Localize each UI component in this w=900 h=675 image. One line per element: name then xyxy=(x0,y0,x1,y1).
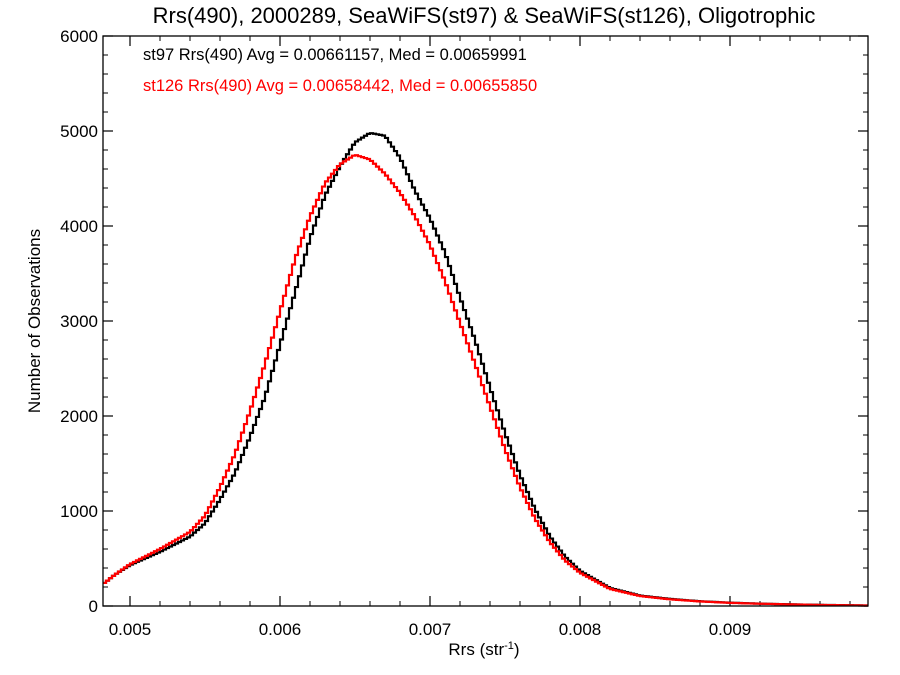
series-st126-histogram xyxy=(103,154,868,607)
x-tick-label: 0.009 xyxy=(709,620,752,639)
y-axis-label: Number of Observations xyxy=(25,229,44,413)
y-tick-label: 0 xyxy=(89,597,98,616)
series-layer xyxy=(103,132,868,607)
axis-ticks: 0 1000 2000 3000 4000 5000 6000 0.005 0.006 0.007… xyxy=(60,27,868,639)
y-tick-label: 4000 xyxy=(60,217,98,236)
y-tick-label: 1000 xyxy=(60,502,98,521)
x-axis-label-superscript: -1 xyxy=(504,640,514,652)
x-tick-label: 0.006 xyxy=(259,620,302,639)
x-axis-label-main: Rrs (str xyxy=(448,640,504,659)
legend-st97: st97 Rrs(490) Avg = 0.00661157, Med = 0.… xyxy=(143,46,527,64)
x-axis-label-close: ) xyxy=(514,640,520,659)
x-tick-label: 0.007 xyxy=(409,620,452,639)
y-tick-label: 6000 xyxy=(60,27,98,46)
x-axis-label: Rrs (str-1) xyxy=(448,640,519,659)
x-tick-label: 0.005 xyxy=(109,620,152,639)
y-tick-label: 5000 xyxy=(60,122,98,141)
plot-frame xyxy=(102,35,869,607)
chart-title: Rrs(490), 2000289, SeaWiFS(st97) & SeaWi… xyxy=(153,3,816,28)
legend-st126: st126 Rrs(490) Avg = 0.00658442, Med = 0… xyxy=(143,77,537,95)
x-tick-label: 0.008 xyxy=(559,620,602,639)
y-tick-label: 2000 xyxy=(60,407,98,426)
y-tick-label: 3000 xyxy=(60,312,98,331)
